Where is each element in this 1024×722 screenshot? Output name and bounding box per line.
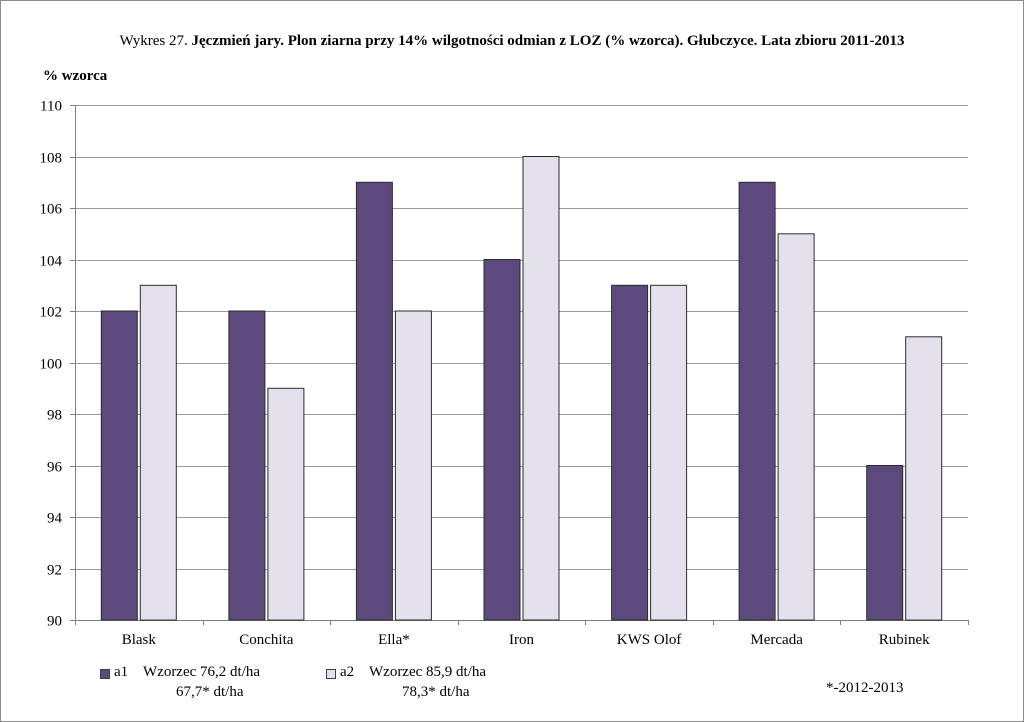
y-tick-label: 94 [47, 511, 63, 527]
bar-a1 [100, 310, 138, 621]
y-tick-label: 102 [40, 305, 63, 321]
legend-swatch-a2 [326, 669, 336, 679]
bar-a2 [905, 336, 943, 621]
y-tick-label: 98 [47, 408, 62, 424]
bar-a1 [228, 310, 266, 621]
x-tick-label: Conchita [239, 632, 293, 648]
bar-a1 [738, 181, 776, 621]
legend-text-a2-line2: 78,3* dt/ha [402, 684, 470, 700]
bar-a2 [267, 387, 305, 621]
bar-a1 [611, 284, 649, 621]
x-tick-label: Blask [122, 632, 157, 648]
x-tick-label: KWS Olof [617, 632, 682, 648]
chart-title: Wykres 27. Jęczmień jary. Plon ziarna pr… [0, 33, 1024, 50]
x-tick-label: Ella* [378, 632, 410, 648]
y-tick-label: 90 [47, 614, 62, 630]
y-tick-label: 104 [40, 254, 63, 270]
y-axis-label: % wzorca [43, 68, 108, 84]
legend-label-a2: a2 [340, 664, 355, 680]
x-tick-label: Iron [509, 632, 534, 648]
bar-a2 [522, 156, 560, 621]
y-tick-label: 106 [40, 202, 63, 218]
bar-a2 [650, 284, 688, 621]
x-tick-label: Mercada [750, 632, 803, 648]
y-tick-label: 96 [47, 460, 63, 476]
bar-a1 [355, 181, 393, 621]
chart-title-prefix: Wykres 27. [119, 33, 188, 49]
legend-text-a1-line2: 67,7* dt/ha [176, 684, 244, 700]
bar-a2 [777, 233, 815, 621]
legend-label-a1: a1 [114, 664, 129, 680]
legend-text-a2-line1: Wzorzec 85,9 dt/ha [369, 664, 487, 680]
chart-title-main: Jęczmień jary. Plon ziarna przy 14% wilg… [191, 33, 905, 49]
y-tick-label: 100 [40, 357, 63, 373]
footnote: *-2012-2013 [826, 680, 904, 696]
y-tick-label: 92 [47, 563, 62, 579]
legend-text-a1-line1: Wzorzec 76,2 dt/ha [143, 664, 261, 680]
y-tick-label: 108 [40, 151, 63, 167]
x-tick-label: Rubinek [879, 632, 930, 648]
y-tick-label: 110 [40, 99, 62, 115]
bar-a1 [483, 259, 521, 621]
bar-a2 [139, 284, 177, 621]
legend-swatch-a1 [100, 669, 110, 679]
bar-a1 [866, 465, 904, 621]
bar-a2 [394, 310, 432, 621]
